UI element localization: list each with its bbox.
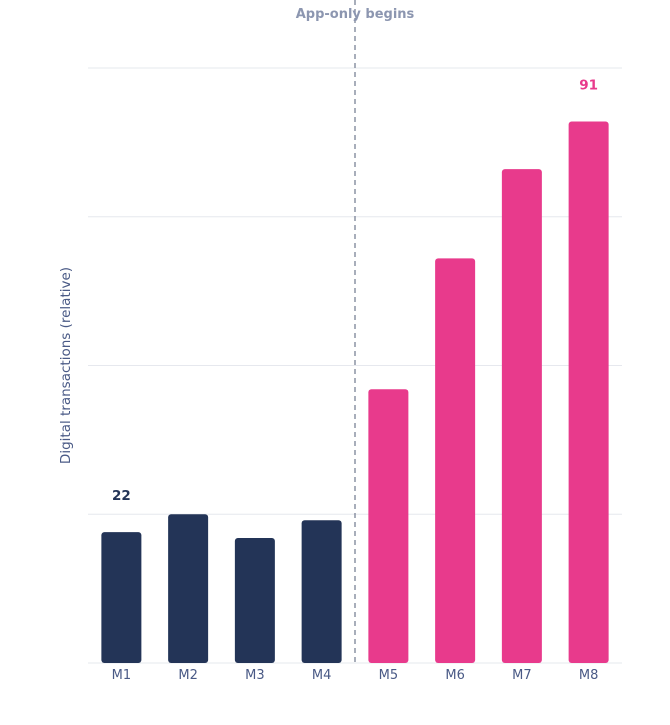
value-label-m8: 91 — [579, 78, 598, 94]
x-tick-label-m8: M8 — [579, 668, 599, 683]
bar-m4 — [301, 520, 342, 663]
value-labels: 22 91 — [112, 78, 598, 505]
bar-m5 — [368, 389, 409, 663]
x-axis-tick-labels: M1 M2 M3 M4 M5 M6 M7 M8 — [112, 668, 599, 683]
app-only-annotation-label: App-only begins — [296, 7, 415, 22]
annotation: App-only begins — [296, 0, 415, 663]
bar-m7 — [501, 169, 542, 663]
x-tick-label-m1: M1 — [112, 668, 132, 683]
y-axis-label: Digital transactions (relative) — [58, 267, 74, 464]
x-tick-label-m5: M5 — [379, 668, 399, 683]
bar-m8 — [568, 121, 609, 664]
bars — [101, 121, 609, 664]
x-tick-label-m3: M3 — [245, 668, 265, 683]
bar-m3 — [234, 538, 275, 663]
bar-m6 — [435, 258, 476, 663]
bar-m2 — [168, 514, 209, 663]
x-tick-label-m4: M4 — [312, 668, 332, 683]
x-tick-label-m7: M7 — [512, 668, 532, 683]
value-label-m1: 22 — [112, 488, 131, 504]
bar-m1 — [101, 532, 142, 663]
x-tick-label-m6: M6 — [445, 668, 465, 683]
x-tick-label-m2: M2 — [178, 668, 198, 683]
